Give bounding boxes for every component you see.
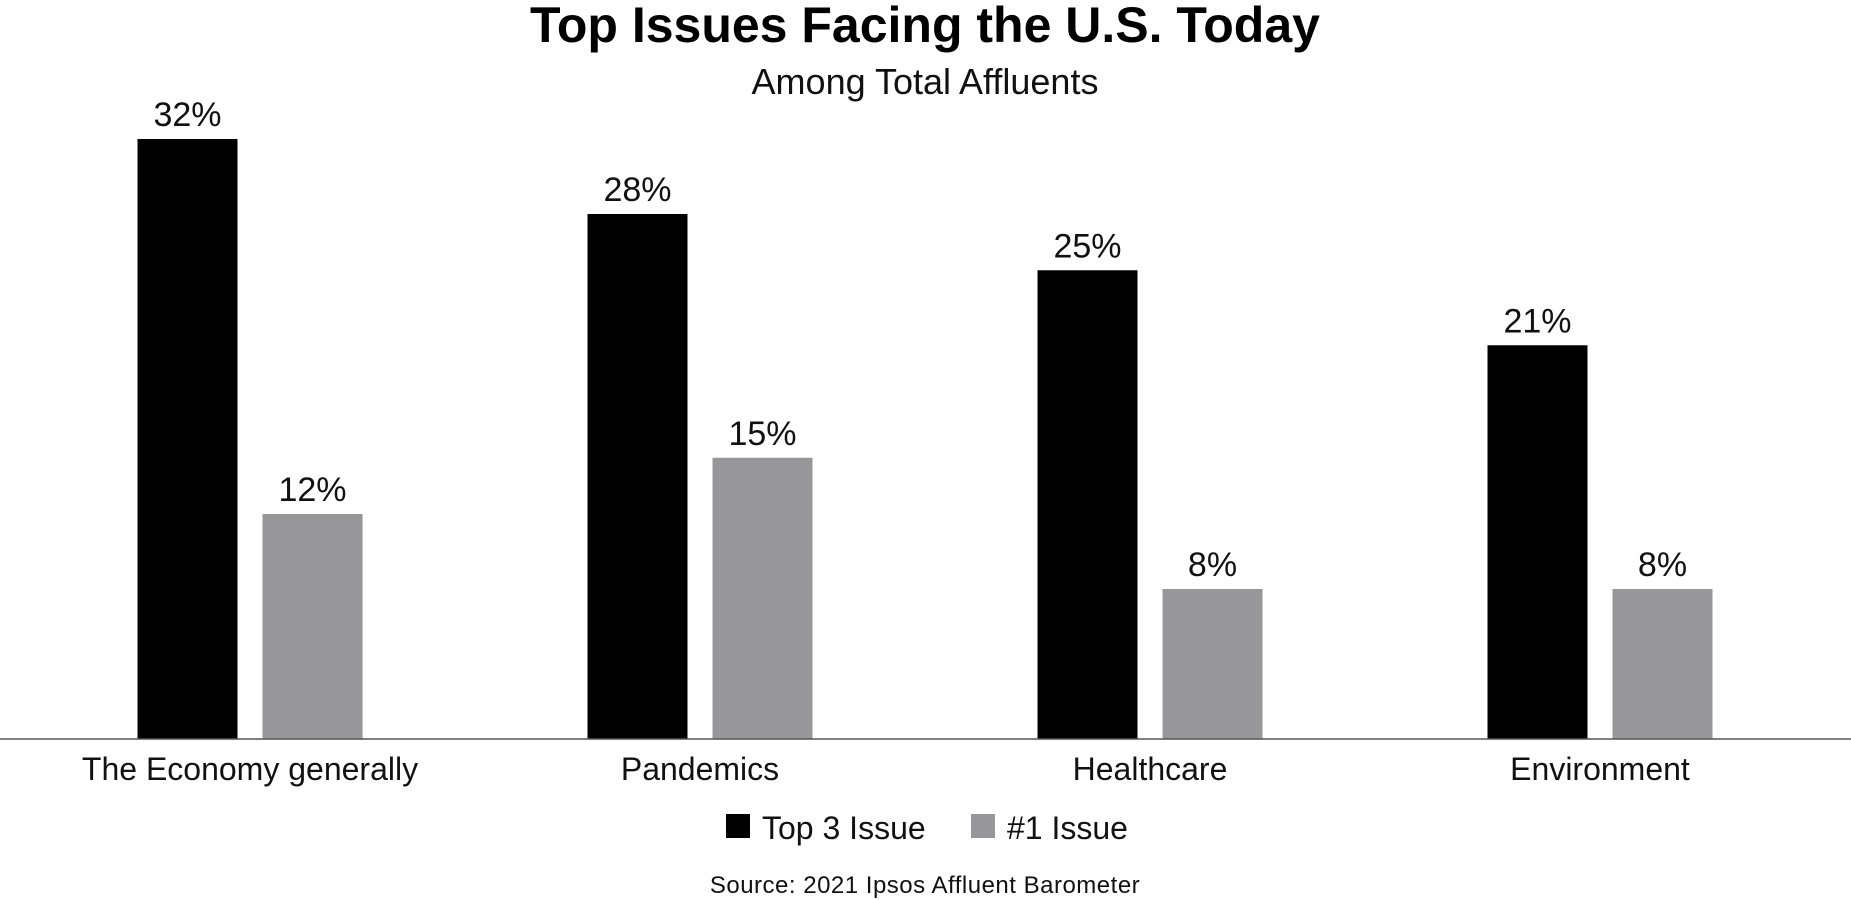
legend-label-1-issue: #1 Issue [1007, 810, 1128, 846]
category-label-healthcare: Healthcare [1073, 751, 1228, 787]
bar-top-3-issue-pandemics [587, 214, 688, 739]
bar-1-issue-environment [1612, 589, 1713, 739]
bar-top-3-issue-environment [1487, 345, 1588, 739]
value-label-1-issue-environment: 8% [1638, 546, 1687, 584]
value-label-1-issue-the-economy-generally: 12% [278, 471, 346, 509]
chart-title: Top Issues Facing the U.S. Today [530, 0, 1320, 53]
chart-subtitle: Among Total Affluents [752, 61, 1099, 102]
legend-label-top-3-issue: Top 3 Issue [762, 810, 926, 846]
category-labels-group: The Economy generally Pandemics Healthcare… [82, 751, 1690, 787]
value-label-top-3-issue-healthcare: 25% [1053, 227, 1121, 265]
bar-1-issue-the-economy-generally [262, 514, 363, 739]
category-label-pandemics: Pandemics [621, 751, 779, 787]
value-label-1-issue-healthcare: 8% [1188, 546, 1237, 584]
value-label-top-3-issue-environment: 21% [1503, 302, 1571, 340]
bar-1-issue-pandemics [712, 457, 813, 739]
bar-1-issue-healthcare [1162, 589, 1263, 739]
category-label-the-economy-generally: The Economy generally [82, 751, 418, 787]
value-labels-group: 32% 12% 28% 15% 25% 8% 21% 8% [153, 96, 1687, 584]
value-label-top-3-issue-the-economy-generally: 32% [153, 96, 221, 134]
legend: Top 3 Issue #1 Issue [726, 810, 1128, 846]
legend-swatch-top-3-issue [726, 814, 750, 838]
bar-top-3-issue-healthcare [1037, 270, 1138, 739]
category-label-environment: Environment [1510, 751, 1690, 787]
legend-swatch-1-issue [971, 814, 995, 838]
value-label-1-issue-pandemics: 15% [728, 415, 796, 453]
bar-top-3-issue-the-economy-generally [137, 139, 238, 739]
source-note: Source: 2021 Ipsos Affluent Barometer [710, 872, 1140, 899]
bars-group [137, 139, 1713, 739]
value-label-top-3-issue-pandemics: 28% [603, 171, 671, 209]
